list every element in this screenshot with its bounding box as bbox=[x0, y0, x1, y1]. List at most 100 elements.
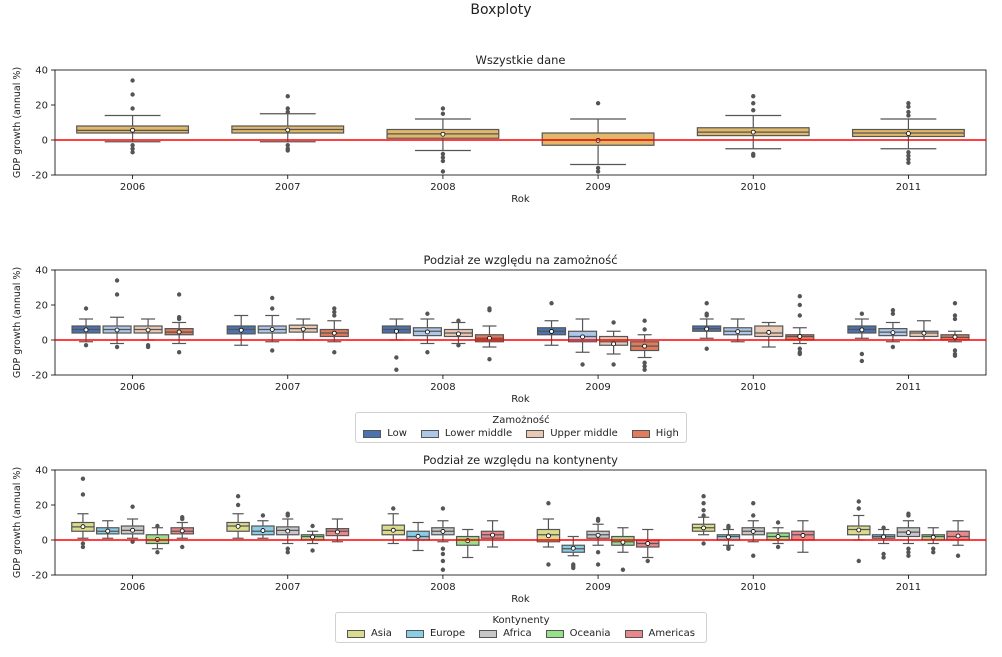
outlier-point bbox=[285, 148, 290, 153]
legend-label-low: Low bbox=[387, 428, 407, 439]
outlier-point bbox=[440, 111, 446, 116]
outlier-point bbox=[797, 351, 802, 357]
mean-marker bbox=[269, 327, 275, 332]
outlier-point bbox=[285, 546, 290, 551]
outlier-point bbox=[797, 313, 802, 318]
outlier-point bbox=[440, 155, 446, 160]
outlier-point bbox=[80, 541, 86, 546]
x-tick-label: 2011 bbox=[896, 182, 921, 193]
x-tick-label: 2007 bbox=[275, 182, 300, 193]
box-2008-upper-middle bbox=[443, 318, 473, 348]
outlier-point bbox=[642, 318, 647, 323]
outlier-point bbox=[270, 306, 275, 311]
outlier-point bbox=[751, 501, 756, 506]
x-tick-label: 2008 bbox=[430, 182, 455, 193]
mean-marker bbox=[83, 327, 89, 333]
box-2011-asia bbox=[846, 499, 871, 564]
outlier-point bbox=[595, 562, 601, 567]
outlier-point bbox=[285, 109, 290, 115]
outlier-point bbox=[881, 555, 886, 560]
mean-marker bbox=[735, 329, 741, 335]
box-2006-africa bbox=[120, 504, 145, 544]
outlier-point bbox=[391, 506, 396, 511]
outlier-point bbox=[285, 511, 290, 516]
outlier-point bbox=[704, 311, 709, 316]
outlier-point bbox=[952, 301, 958, 306]
outlier-point bbox=[931, 550, 936, 555]
outlier-point bbox=[440, 169, 446, 174]
mean-marker bbox=[921, 330, 927, 336]
outlier-point bbox=[180, 544, 185, 550]
y-axis-label: GDP growth (annual %) bbox=[12, 467, 23, 578]
legend-swatch-high bbox=[631, 429, 650, 438]
chart-panel-3: -20 0 20 40 Podział ze względu na kontynenty… bbox=[12, 453, 987, 605]
mean-marker bbox=[440, 529, 446, 534]
box-2009-europe bbox=[561, 535, 586, 571]
outlier-point bbox=[310, 523, 315, 529]
legend-label-americas: Americas bbox=[648, 628, 696, 639]
legend-item-asia: Asia bbox=[346, 628, 392, 639]
mean-marker bbox=[906, 530, 911, 536]
outlier-point bbox=[155, 523, 160, 529]
outlier-point bbox=[394, 367, 399, 372]
y-tick-label: 40 bbox=[35, 466, 48, 477]
mean-marker bbox=[130, 127, 135, 133]
outlier-point bbox=[704, 301, 709, 306]
outlier-point bbox=[797, 302, 802, 308]
outlier-point bbox=[797, 346, 802, 351]
box-2009-high bbox=[630, 318, 660, 372]
outlier-point bbox=[130, 143, 135, 148]
outlier-point bbox=[440, 558, 446, 564]
mean-marker bbox=[570, 545, 576, 551]
outlier-point bbox=[440, 158, 446, 164]
legend-label-high: High bbox=[655, 428, 679, 439]
outlier-point bbox=[906, 546, 911, 551]
outlier-point bbox=[611, 320, 616, 325]
outlier-point bbox=[952, 348, 958, 353]
mean-marker bbox=[440, 131, 446, 137]
box-2007-europe bbox=[251, 513, 275, 539]
mean-marker bbox=[114, 327, 120, 333]
outlier-point bbox=[285, 94, 290, 99]
mean-marker bbox=[906, 131, 911, 136]
outlier-point bbox=[881, 525, 886, 530]
outlier-point bbox=[155, 550, 160, 555]
mean-marker bbox=[285, 528, 291, 534]
x-tick-label: 2008 bbox=[430, 582, 455, 593]
outlier-point bbox=[595, 165, 601, 171]
box-2011-americas bbox=[946, 520, 970, 558]
outlier-point bbox=[456, 343, 461, 348]
outlier-point bbox=[332, 313, 337, 318]
mean-marker bbox=[80, 524, 86, 530]
box-2007-low bbox=[226, 314, 256, 346]
mean-marker bbox=[797, 334, 803, 339]
outlier-point bbox=[856, 499, 861, 504]
outlier-point bbox=[701, 513, 706, 518]
outlier-point bbox=[859, 358, 865, 364]
outlier-point bbox=[260, 513, 266, 518]
outlier-point bbox=[130, 146, 135, 151]
outlier-point bbox=[332, 309, 337, 315]
box-2006-europe bbox=[95, 520, 120, 539]
box-2007 bbox=[231, 94, 345, 153]
outlier-point bbox=[285, 143, 290, 148]
legend-item-africa: Africa bbox=[479, 628, 532, 639]
box-2007-lower-middle bbox=[257, 295, 287, 353]
outlier-point bbox=[176, 292, 182, 297]
x-tick-label: 2006 bbox=[120, 182, 145, 193]
outlier-point bbox=[145, 344, 151, 350]
outlier-point bbox=[270, 295, 275, 301]
mean-marker bbox=[750, 529, 756, 534]
mean-marker bbox=[310, 534, 315, 540]
outlier-point bbox=[425, 311, 430, 316]
box-2011-lower-middle bbox=[878, 308, 908, 350]
outlier-point bbox=[797, 294, 802, 299]
box-2009-americas bbox=[635, 528, 660, 564]
outlier-point bbox=[130, 106, 135, 111]
x-tick-label: 2011 bbox=[896, 582, 921, 593]
x-tick-label: 2009 bbox=[585, 182, 610, 193]
mean-marker bbox=[856, 527, 862, 533]
mean-marker bbox=[750, 129, 756, 135]
legend-swatch-americas bbox=[624, 629, 643, 638]
mean-marker bbox=[260, 528, 266, 533]
